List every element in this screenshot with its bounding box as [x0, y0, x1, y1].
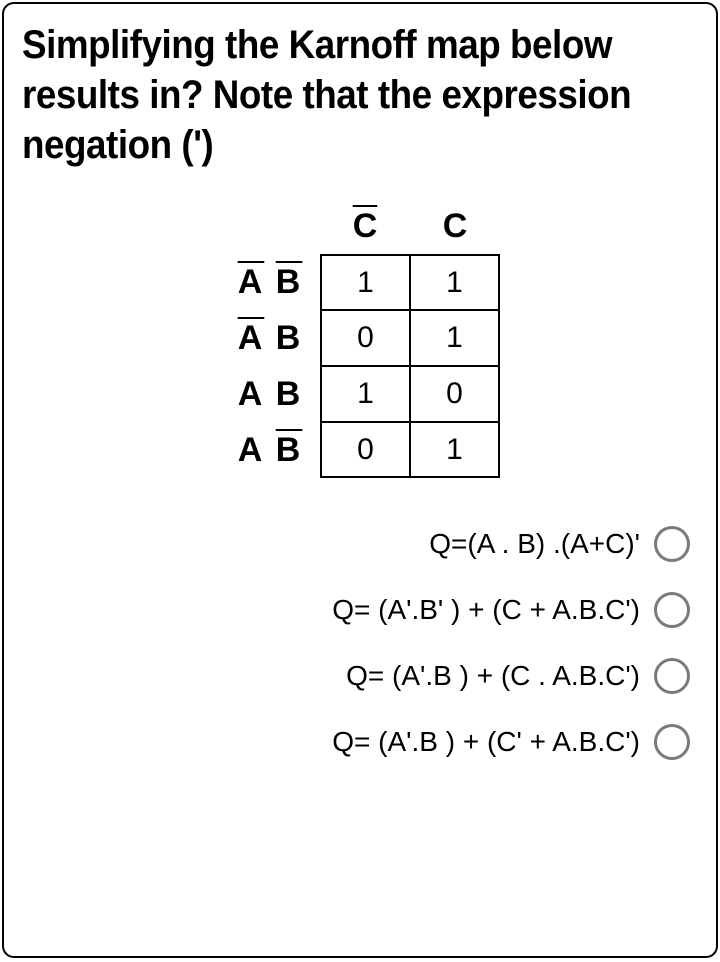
row-header-3: A B	[220, 366, 320, 422]
kmap-grid: C C A B 1 1 A B 0 1 A B 1 0 A B 0 1	[220, 198, 500, 478]
cell-r3c1: 1	[320, 366, 410, 422]
option-label: Q=(A . B) .(A+C)'	[429, 528, 640, 560]
cell-r1c1: 1	[320, 254, 410, 310]
radio-icon[interactable]	[654, 724, 690, 760]
radio-icon[interactable]	[654, 526, 690, 562]
cell-r4c1: 0	[320, 422, 410, 478]
cell-r2c2: 1	[410, 310, 500, 366]
option-label: Q= (A'.B ) + (C' + A.B.C')	[332, 726, 640, 758]
cell-r1c2: 1	[410, 254, 500, 310]
question-frame: Simplifying the Karnoff map below result…	[2, 2, 718, 958]
row-header-1: A B	[220, 254, 320, 310]
col-header-c: C	[410, 198, 500, 254]
option-1[interactable]: Q=(A . B) .(A+C)'	[22, 526, 690, 562]
answer-options: Q=(A . B) .(A+C)' Q= (A'.B' ) + (C + A.B…	[22, 526, 698, 760]
kmap: C C A B 1 1 A B 0 1 A B 1 0 A B 0 1	[22, 198, 698, 478]
option-label: Q= (A'.B' ) + (C + A.B.C')	[332, 594, 640, 626]
row-header-4: A B	[220, 422, 320, 478]
kmap-corner	[220, 198, 320, 254]
cell-r4c2: 1	[410, 422, 500, 478]
row-header-2: A B	[220, 310, 320, 366]
option-2[interactable]: Q= (A'.B' ) + (C + A.B.C')	[22, 592, 690, 628]
option-4[interactable]: Q= (A'.B ) + (C' + A.B.C')	[22, 724, 690, 760]
cell-r2c1: 0	[320, 310, 410, 366]
question-title: Simplifying the Karnoff map below result…	[22, 20, 644, 170]
cell-r3c2: 0	[410, 366, 500, 422]
option-3[interactable]: Q= (A'.B ) + (C . A.B.C')	[22, 658, 690, 694]
radio-icon[interactable]	[654, 658, 690, 694]
radio-icon[interactable]	[654, 592, 690, 628]
option-label: Q= (A'.B ) + (C . A.B.C')	[346, 660, 640, 692]
col-header-c-bar: C	[320, 198, 410, 254]
